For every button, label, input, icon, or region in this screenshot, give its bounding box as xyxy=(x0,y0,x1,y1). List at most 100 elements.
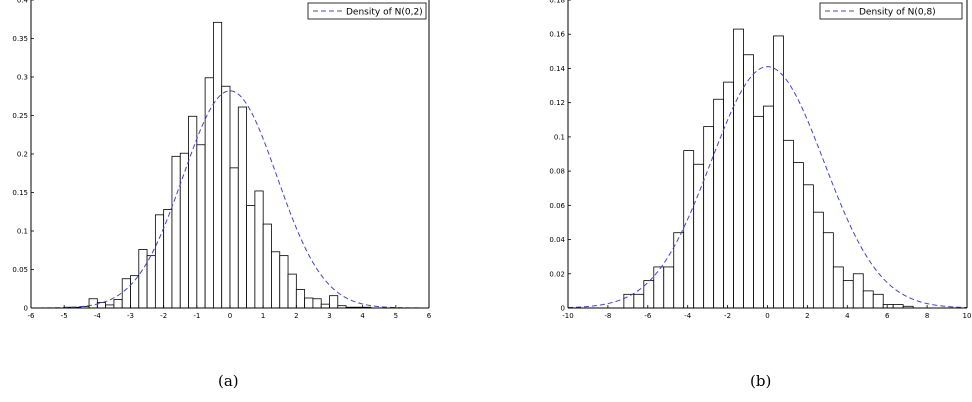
bar-a-7 xyxy=(121,278,131,309)
y-tick-label-b-8: 0.16 xyxy=(549,31,565,39)
bar-b-9 xyxy=(713,98,725,309)
bar-b-27 xyxy=(892,304,904,309)
y-tick-label-b-6: 0.12 xyxy=(549,99,565,107)
bar-a-30 xyxy=(312,298,322,309)
y-tick-label-b-3: 0.06 xyxy=(549,202,565,210)
bar-a-10 xyxy=(146,255,156,309)
x-tick-label-a-0: -6 xyxy=(28,312,36,320)
bar-a-29 xyxy=(304,297,314,309)
y-tick-label-b-1: 0.02 xyxy=(549,270,565,278)
bar-a-17 xyxy=(204,77,214,309)
x-tick-label-a-1: -5 xyxy=(61,312,68,320)
x-tick-label-a-9: 3 xyxy=(327,312,331,320)
bar-b-3 xyxy=(653,266,665,309)
bar-a-13 xyxy=(171,155,181,309)
legend-b: Density of N(0,8) xyxy=(819,2,963,20)
bar-b-8 xyxy=(703,126,715,309)
bar-b-6 xyxy=(683,150,695,309)
legend-label-b: Density of N(0,8) xyxy=(859,8,936,18)
bar-a-22 xyxy=(246,205,256,309)
caption-b: (b) xyxy=(750,372,772,390)
x-tick-label-b-5: 0 xyxy=(765,312,769,320)
bar-b-7 xyxy=(693,163,705,309)
x-tick-label-b-7: 4 xyxy=(845,312,850,320)
x-ticks-b: -10 -8 -6 -4 -2 0 2 4 6 8 10 xyxy=(562,305,971,320)
x-ticks-a: -6 -5 -4 -3 -2 -1 0 1 2 3 4 5 6 xyxy=(28,305,432,320)
x-tick-label-a-4: -2 xyxy=(160,312,167,320)
bar-b-15 xyxy=(773,35,784,309)
x-tick-label-a-10: 4 xyxy=(360,312,365,320)
bar-a-3 xyxy=(88,298,98,309)
x-tick-label-b-4: -2 xyxy=(724,312,731,320)
y-tick-label-a-8: 0.4 xyxy=(17,0,29,5)
y-tick-label-a-0: 0 xyxy=(24,305,28,313)
bar-a-28 xyxy=(295,289,306,309)
bar-b-10 xyxy=(723,81,734,309)
x-tick-label-a-5: -1 xyxy=(193,312,200,320)
x-tick-label-b-10: 10 xyxy=(963,312,972,320)
x-tick-label-b-9: 8 xyxy=(925,312,929,320)
y-tick-label-a-2: 0.1 xyxy=(17,228,28,236)
bar-b-13 xyxy=(753,115,764,309)
x-tick-label-b-2: -6 xyxy=(644,312,652,320)
y-tick-label-b-5: 0.1 xyxy=(554,133,565,141)
bar-a-26 xyxy=(279,255,289,309)
density-curve-b xyxy=(567,66,968,309)
density-curve-a xyxy=(31,90,429,309)
y-ticks-b: 0 0.02 0.04 0.06 0.08 0.1 0.12 0.14 0.16 0.18 xyxy=(549,0,571,313)
bar-b-24 xyxy=(862,290,874,309)
y-tick-label-a-6: 0.3 xyxy=(17,74,28,82)
y-tick-label-b-2: 0.04 xyxy=(549,236,565,244)
x-tick-label-a-8: 2 xyxy=(294,312,298,320)
y-tick-label-b-9: 0.18 xyxy=(549,0,565,5)
bar-b-20 xyxy=(822,232,834,309)
x-tick-label-a-3: -3 xyxy=(127,312,134,320)
bar-a-15 xyxy=(188,115,198,309)
bar-b-25 xyxy=(872,293,884,309)
bar-a-18 xyxy=(213,21,223,309)
x-tick-label-a-12: 6 xyxy=(427,312,432,320)
bar-b-26 xyxy=(882,304,894,309)
legend-a: Density of N(0,2) xyxy=(307,2,427,20)
y-tick-label-b-0: 0 xyxy=(561,305,565,313)
bar-b-4 xyxy=(663,266,675,309)
bar-a-16 xyxy=(196,144,206,309)
bar-a-23 xyxy=(254,190,264,309)
histogram-chart-a: -6 -5 -4 -3 -2 -1 0 1 2 3 4 5 6 0 0.05 0.1 0.15 0.2 0.25 0… xyxy=(12,0,432,320)
x-tick-label-a-6: 0 xyxy=(228,312,232,320)
histogram-chart-b: -10 -8 -6 -4 -2 0 2 4 6 8 10 00.020.040.060.080.10… xyxy=(549,0,971,320)
bar-b-23 xyxy=(852,273,864,309)
y-tick-label-a-4: 0.2 xyxy=(17,151,28,159)
x-tick-label-a-11: 5 xyxy=(394,312,398,320)
y-tick-label-b-7: 0.14 xyxy=(549,65,565,73)
bar-b-11 xyxy=(733,28,744,309)
bar-b-12 xyxy=(743,54,754,309)
bar-a-31 xyxy=(320,303,330,309)
x-tick-label-a-2: -4 xyxy=(94,312,102,320)
bar-a-25 xyxy=(271,251,281,309)
bar-b-0 xyxy=(623,293,635,309)
bar-a-11 xyxy=(154,214,165,309)
legend-box-b xyxy=(819,2,963,20)
y-ticks-a: 0 0.05 0.1 0.15 0.2 0.25 0.3 0.35 0.4 xyxy=(12,0,34,313)
bar-a-14 xyxy=(179,152,189,309)
bar-b-19 xyxy=(812,211,824,309)
bar-b-21 xyxy=(832,266,844,309)
x-tick-label-a-7: 1 xyxy=(261,312,265,320)
bar-a-27 xyxy=(287,273,297,309)
y-tick-label-a-1: 0.05 xyxy=(12,266,28,274)
bar-a-24 xyxy=(262,223,272,309)
y-tick-label-a-5: 0.25 xyxy=(12,112,28,120)
x-tick-label-b-6: 2 xyxy=(805,312,809,320)
x-tick-label-b-0: -10 xyxy=(562,312,573,320)
bar-b-16 xyxy=(783,139,794,309)
bar-a-9 xyxy=(138,249,148,309)
bar-b-17 xyxy=(793,162,804,309)
caption-a: (a) xyxy=(218,372,239,390)
bar-b-14 xyxy=(763,105,774,309)
bar-a-19 xyxy=(221,85,231,309)
y-tick-label-a-3: 0.15 xyxy=(12,189,28,197)
bar-a-8 xyxy=(130,275,140,309)
x-tick-label-b-8: 6 xyxy=(885,312,890,320)
bar-a-12 xyxy=(163,209,173,309)
